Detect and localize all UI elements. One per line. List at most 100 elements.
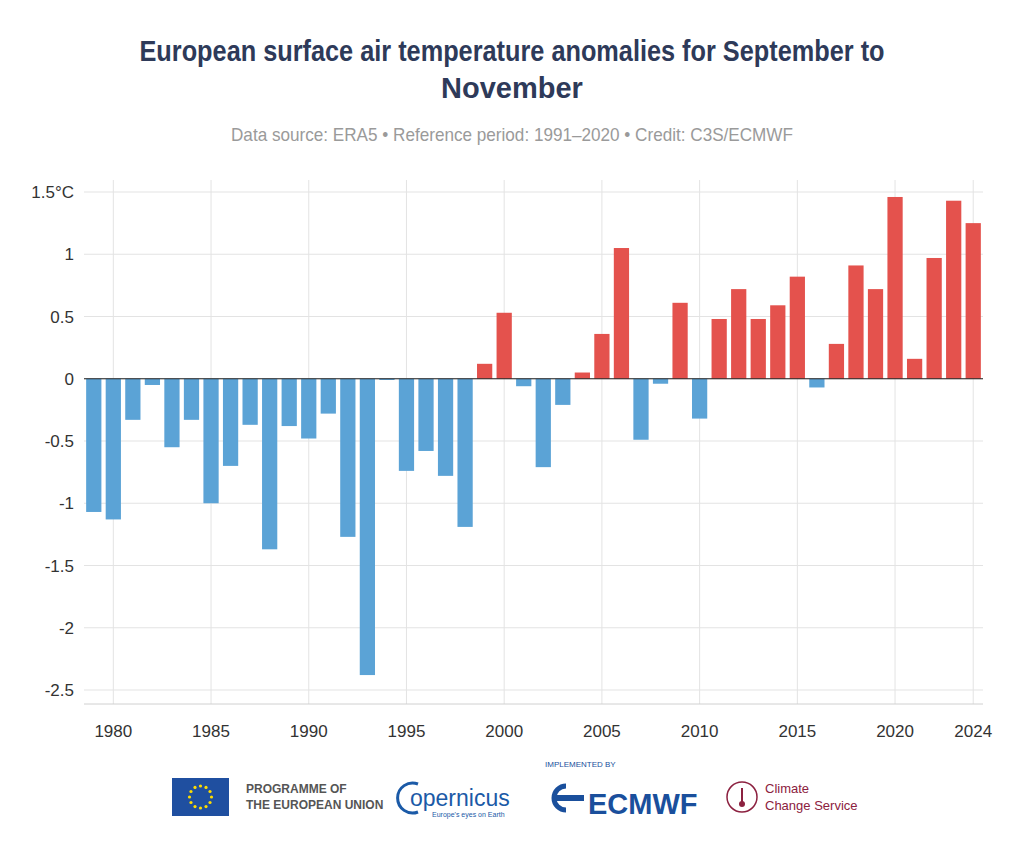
- x-axis-line: [84, 704, 983, 705]
- bar: [497, 313, 512, 379]
- y-tick-label: 0.5: [50, 308, 74, 327]
- x-tick-label: 2010: [681, 722, 719, 741]
- bar: [203, 379, 218, 504]
- bar: [242, 379, 257, 425]
- implemented-by: IMPLEMENTED BY: [545, 760, 616, 769]
- x-tick-label: 2024: [954, 722, 992, 741]
- x-tick-label: 2020: [876, 722, 914, 741]
- bar: [966, 223, 981, 379]
- bar: [653, 379, 668, 384]
- grid-line-y: [84, 503, 983, 504]
- c3s-logo-bulb: [739, 801, 745, 807]
- bar: [751, 319, 766, 379]
- grid-line-x: [797, 180, 798, 704]
- bar: [418, 379, 433, 451]
- bar: [614, 248, 629, 379]
- grid-line-y: [84, 441, 983, 442]
- title: European surface air temperature anomali…: [140, 35, 885, 104]
- bar: [712, 319, 727, 379]
- bar: [536, 379, 551, 467]
- x-tick-label: 2005: [583, 722, 621, 741]
- bar: [672, 303, 687, 379]
- c3s-text: Change Service: [765, 798, 858, 813]
- eu-star: [193, 805, 196, 808]
- zero-line: [84, 378, 983, 379]
- c3s-text: Climate: [765, 781, 809, 796]
- bar: [301, 379, 316, 439]
- bar: [184, 379, 199, 420]
- y-tick-label: -2.5: [45, 681, 74, 700]
- bar: [633, 379, 648, 440]
- x-tick-label: 2015: [778, 722, 816, 741]
- y-tick-label: 1.5°C: [31, 183, 74, 202]
- bar: [790, 277, 805, 379]
- bar: [868, 289, 883, 379]
- eu-star: [204, 786, 207, 789]
- x-tick-label: 1995: [388, 722, 426, 741]
- bar: [262, 379, 277, 550]
- y-tick-label: -1.5: [45, 557, 74, 576]
- grid-line-x: [504, 180, 505, 704]
- bar: [946, 201, 961, 379]
- title-line: November: [441, 72, 583, 104]
- y-tick-label: -1: [59, 494, 74, 513]
- bar: [516, 379, 531, 386]
- grid-line-y: [84, 192, 983, 193]
- bar: [848, 265, 863, 378]
- grid-line-y: [84, 378, 983, 379]
- eu-star: [188, 795, 191, 798]
- x-tick-label: 1980: [94, 722, 132, 741]
- y-tick-label: -2: [59, 619, 74, 638]
- bar: [106, 379, 121, 520]
- subtitle-line: Data source: ERA5 • Reference period: 19…: [231, 124, 793, 145]
- bar: [223, 379, 238, 466]
- bar: [399, 379, 414, 471]
- y-tick-label: -0.5: [45, 432, 74, 451]
- subtitle: Data source: ERA5 • Reference period: 19…: [231, 124, 793, 145]
- bar: [907, 359, 922, 379]
- copernicus-text: opernicus: [410, 785, 510, 811]
- footer: PROGRAMME OF THE EUROPEAN UNION opernicusE…: [172, 760, 858, 820]
- eu-star: [189, 801, 192, 804]
- bar: [731, 289, 746, 379]
- bar: [164, 379, 179, 447]
- grid-line-y: [84, 690, 983, 691]
- bar: [809, 379, 824, 388]
- bar: [86, 379, 101, 512]
- title-line: European surface air temperature anomali…: [140, 35, 885, 67]
- bar: [927, 258, 942, 379]
- bar: [594, 334, 609, 379]
- grid-line-y: [84, 316, 983, 317]
- bar: [457, 379, 472, 527]
- c3s-logo-stem: [741, 788, 743, 802]
- bar: [438, 379, 453, 476]
- bar: [555, 379, 570, 405]
- bar: [692, 379, 707, 419]
- bar: [770, 305, 785, 378]
- eu-text: THE EUROPEAN UNION: [246, 798, 383, 812]
- ecmwf-logo-bar: [556, 795, 584, 801]
- eu-star: [199, 784, 202, 787]
- bar: [477, 364, 492, 379]
- eu-flag: [172, 778, 229, 816]
- grid-line-y: [84, 254, 983, 255]
- bar: [887, 197, 902, 379]
- x-tick-label: 1985: [192, 722, 230, 741]
- copernicus-tagline: Europe's eyes on Earth: [432, 811, 505, 819]
- eu-star: [189, 790, 192, 793]
- eu-star: [208, 801, 211, 804]
- eu-star: [193, 786, 196, 789]
- bars: [86, 197, 981, 675]
- eu-text: PROGRAMME OF: [246, 782, 347, 796]
- bar: [321, 379, 336, 414]
- x-tick-label: 1990: [290, 722, 328, 741]
- eu-star: [210, 795, 213, 798]
- grid-line-x: [601, 180, 602, 704]
- eu-star: [204, 805, 207, 808]
- y-tick-label: 1: [65, 245, 74, 264]
- chart-root: European surface air temperature anomali…: [0, 0, 1024, 849]
- bar: [829, 344, 844, 379]
- grid-line-x: [699, 180, 700, 704]
- eu-star: [208, 790, 211, 793]
- bar: [360, 379, 375, 675]
